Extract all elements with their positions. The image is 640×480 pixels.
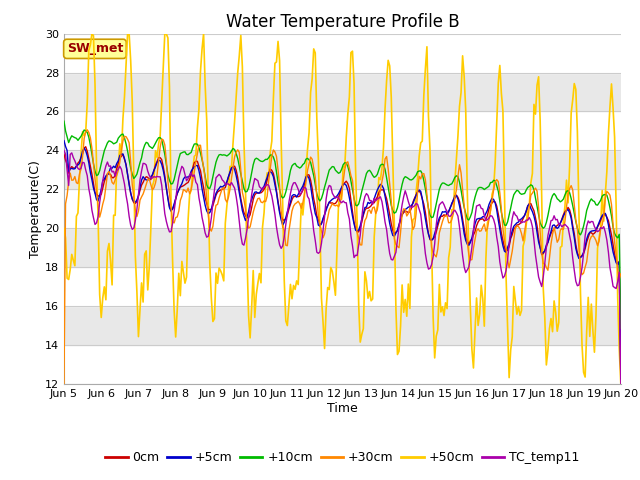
Title: Water Temperature Profile B: Water Temperature Profile B <box>225 12 460 31</box>
Bar <box>64 189 621 228</box>
Bar <box>64 267 621 306</box>
Text: SW_met: SW_met <box>67 42 123 55</box>
Y-axis label: Temperature(C): Temperature(C) <box>29 160 42 258</box>
Bar <box>64 150 621 189</box>
Bar <box>64 228 621 267</box>
Legend: 0cm, +5cm, +10cm, +30cm, +50cm, TC_temp11: 0cm, +5cm, +10cm, +30cm, +50cm, TC_temp1… <box>100 446 585 469</box>
Bar <box>64 306 621 345</box>
Bar <box>64 72 621 111</box>
Bar <box>64 111 621 150</box>
Bar <box>64 34 621 72</box>
Bar <box>64 345 621 384</box>
X-axis label: Time: Time <box>327 402 358 415</box>
